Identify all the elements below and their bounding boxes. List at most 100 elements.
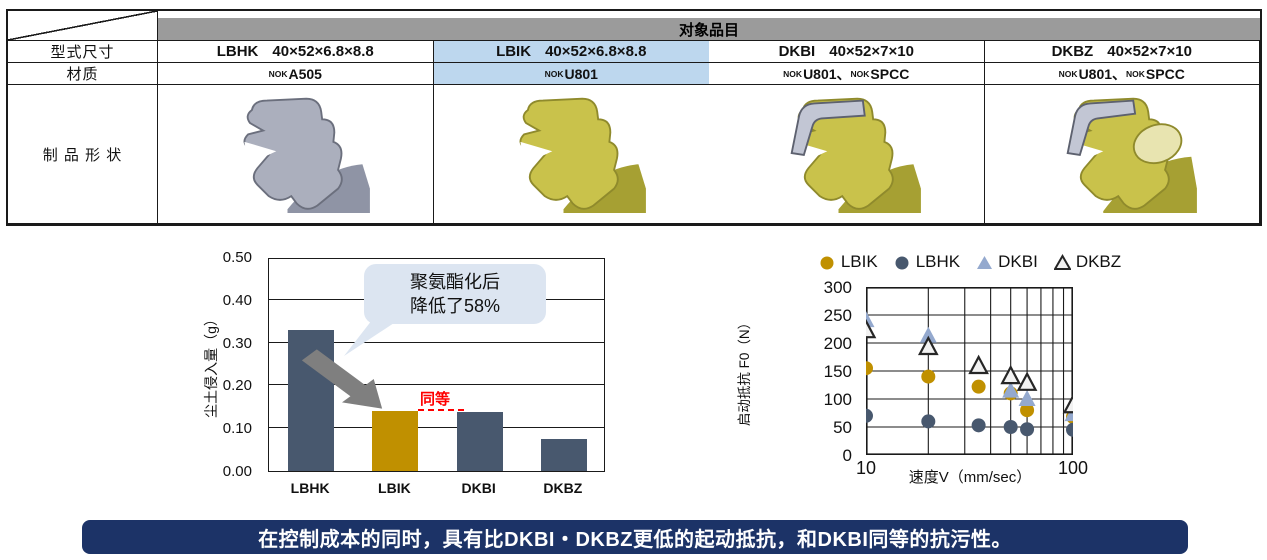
scatter-y-tick: 100 xyxy=(823,390,852,409)
model-code: LBHK xyxy=(216,43,259,60)
model-dims: 40×52×7×10 xyxy=(1107,43,1192,60)
point-LBHK xyxy=(971,418,986,433)
equivalence-label: 同等 xyxy=(420,391,451,408)
bar-chart-plot-area xyxy=(268,258,605,472)
legend-marker xyxy=(1053,254,1071,270)
triangle-marker-icon xyxy=(977,256,993,269)
model-dims: 40×52×6.8×8.8 xyxy=(272,43,374,60)
product-shape-lbik-image xyxy=(433,85,709,224)
bar-category-label-DKBI: DKBI xyxy=(461,480,496,496)
table-corner-diagonal-cell xyxy=(8,11,158,41)
seal-with-metal-case xyxy=(1066,97,1197,213)
reduction-arrow-icon xyxy=(301,349,383,409)
seal-cross-section-gray xyxy=(243,97,371,213)
legend-label: LBHK xyxy=(915,252,961,271)
starting-resistance-scatter-chart: LBIK LBHK DKBI DKBZ 启动抵抗 F0（N） 300 250 200 150… xyxy=(720,250,1150,512)
point-LBIK xyxy=(921,369,936,384)
model-code: LBIK xyxy=(496,43,532,60)
conclusion-banner: 在控制成本的同时，具有比DKBI・DKBZ更低的起动抵抗，和DKBI同等的抗污性… xyxy=(82,520,1188,554)
material-cell-lbhk: NOK A505 xyxy=(158,63,434,85)
point-DKBZ xyxy=(1016,371,1038,391)
comparison-table: 对象品目 型式尺寸 LBHK 40×52×6.8×8.8 LBIK 40×52×… xyxy=(6,9,1262,226)
legend-marker xyxy=(895,256,909,270)
scatter-y-tick: 300 xyxy=(823,278,852,297)
material-name: U801 xyxy=(1078,65,1113,82)
scatter-y-tick: 250 xyxy=(823,306,852,325)
point-DKBZ xyxy=(866,318,877,339)
point-DKBZ xyxy=(917,335,939,356)
bar-y-tick: 0.20 xyxy=(222,377,252,395)
callout-tail xyxy=(344,320,394,356)
point-DKBI xyxy=(919,326,937,343)
model-code: DKBI xyxy=(778,43,816,60)
legend-item-DKBI: DKBI xyxy=(976,252,1038,272)
gridline xyxy=(269,427,604,429)
material-brand-sup: NOK xyxy=(544,68,564,79)
row-label-product-shape: 制 品 形 状 xyxy=(8,85,158,224)
point-DKBI xyxy=(1002,381,1020,398)
point-LBHK xyxy=(921,414,936,429)
material-name: U801 xyxy=(564,65,598,82)
material-brand-sup: NOK xyxy=(268,68,288,79)
point-LBHK xyxy=(1003,420,1018,434)
bar-y-tick: 0.40 xyxy=(222,291,252,309)
gridline xyxy=(269,341,604,343)
point-DKBZ xyxy=(1000,364,1022,385)
bar-y-tick: 0.10 xyxy=(222,420,252,438)
point-DKBZ xyxy=(1062,393,1073,414)
bar-category-label-LBIK: LBIK xyxy=(378,480,411,496)
product-shape-lbhk-image xyxy=(158,85,434,224)
product-shape-dkbz-image xyxy=(984,85,1260,224)
material-cell-lbik: NOK U801 xyxy=(433,63,709,85)
material-brand-sup: NOK xyxy=(783,68,803,79)
bar-category-label-DKBZ: DKBZ xyxy=(543,480,583,496)
scatter-x-axis-label: 速度V（mm/sec） xyxy=(908,469,1032,486)
bar-chart-y-ticks: 0.50 0.40 0.30 0.20 0.10 0.00 xyxy=(202,249,258,480)
bar-y-tick: 0.50 xyxy=(222,249,252,266)
model-cell-lbhk: LBHK 40×52×6.8×8.8 xyxy=(158,41,434,63)
bar-y-tick: 0.30 xyxy=(222,334,252,352)
callout-line-2: 降低了58% xyxy=(409,296,501,316)
material-name: SPCC xyxy=(1145,65,1185,82)
bar-chart-category-labels: LBHK LBIK DKBI DKBZ xyxy=(268,480,605,500)
scatter-y-tick: 150 xyxy=(823,362,852,381)
point-LBIK xyxy=(866,361,873,376)
dust-intrusion-bar-chart: 尘土侵入量（g） 0.50 0.40 0.30 0.20 0.10 0.00 LBHK LB… xyxy=(196,246,671,514)
bar-LBHK xyxy=(288,329,335,471)
callout-line-1: 聚氨酯化后 xyxy=(410,271,500,292)
legend-label: DKBZ xyxy=(1075,252,1122,271)
scatter-plot-area xyxy=(866,287,1073,455)
table-header-target-items: 对象品目 xyxy=(158,11,1260,41)
seal-cross-section-yellow xyxy=(519,97,647,213)
legend-marker xyxy=(820,256,834,270)
material-cell-dkbz: NOK U801、 NOK SPCC xyxy=(984,63,1260,85)
legend-label: LBIK xyxy=(840,252,878,271)
material-brand-sup: NOK xyxy=(1058,68,1078,79)
scatter-legend: LBIK LBHK DKBI DKBZ xyxy=(760,250,1180,274)
bar-DKBI xyxy=(456,411,503,471)
material-cell-dkbi: NOK U801、 NOK SPCC xyxy=(709,63,985,85)
model-dims: 40×52×7×10 xyxy=(829,43,914,60)
material-name: A505 xyxy=(288,65,322,82)
point-LBHK xyxy=(1020,422,1035,437)
point-LBHK xyxy=(866,408,873,423)
legend-item-LBHK: LBHK xyxy=(894,252,960,272)
point-DKBZ xyxy=(968,354,989,375)
circle-marker-icon xyxy=(820,256,834,270)
material-brand-sup: NOK xyxy=(1126,68,1145,79)
model-cell-lbik: LBIK 40×52×6.8×8.8 xyxy=(433,41,709,63)
point-LBIK xyxy=(1020,403,1035,418)
point-LBIK xyxy=(971,379,986,394)
legend-marker xyxy=(977,256,993,269)
scatter-y-ticks: 300 250 200 150 100 50 0 xyxy=(806,278,858,465)
bar-category-label-LBHK: LBHK xyxy=(290,480,330,496)
legend-item-LBIK: LBIK xyxy=(819,252,878,272)
scatter-y-tick: 0 xyxy=(842,446,852,465)
scatter-y-tick: 50 xyxy=(833,418,852,437)
model-cell-dkbz: DKBZ 40×52×7×10 xyxy=(984,41,1260,63)
material-name: SPCC xyxy=(870,65,910,82)
model-cell-dkbi: DKBI 40×52×7×10 xyxy=(709,41,985,63)
model-dims: 40×52×6.8×8.8 xyxy=(545,43,647,60)
model-code: DKBZ xyxy=(1051,43,1094,60)
